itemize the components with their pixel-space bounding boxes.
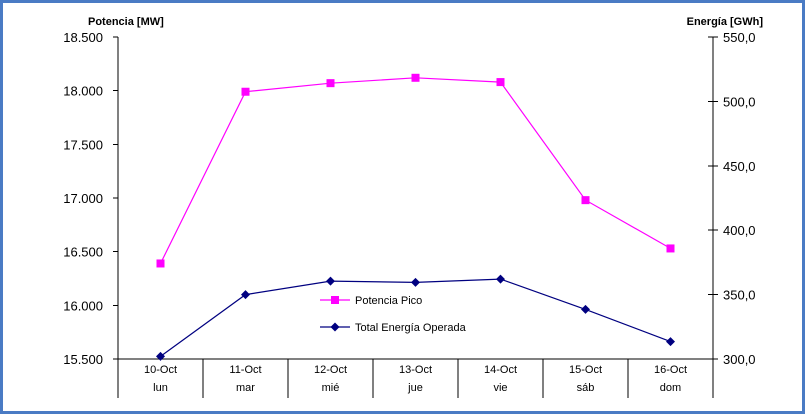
right-axis-title: Energía [GWh] (687, 16, 764, 28)
series-lines (159, 77, 671, 357)
category-date-label: 16-Oct (654, 364, 687, 376)
category-day-label: dom (660, 382, 681, 394)
legend-swatch-marker (331, 296, 339, 304)
legend-label: Total Energía Operada (355, 322, 467, 334)
category-day-label: mar (236, 382, 255, 394)
category-day-label: vie (493, 382, 507, 394)
category-day-label: sáb (577, 382, 595, 394)
data-point-diamond (496, 274, 505, 284)
data-point-square (241, 87, 250, 96)
right-axis-tick-label: 300,0 (723, 352, 756, 367)
category-date-label: 15-Oct (569, 364, 602, 376)
left-axis-tick-label: 17.000 (63, 191, 103, 206)
left-axis-tick-label: 16.000 (63, 298, 103, 313)
category-day-label: lun (153, 382, 168, 394)
series-markers (156, 73, 675, 361)
right-axis-tick-label: 550,0 (723, 30, 756, 45)
series-line (159, 77, 671, 264)
data-point-square (581, 196, 590, 205)
data-point-square (326, 79, 335, 88)
data-point-diamond (581, 304, 590, 314)
data-point-diamond (241, 290, 250, 300)
right-axis-tick-label: 450,0 (723, 159, 756, 174)
left-axis-tick-label: 16.500 (63, 245, 103, 260)
axes: 15.500 16.000 16.500 17.000 17.500 18.000 18.5… (63, 30, 756, 398)
category-date-label: 14-Oct (484, 364, 517, 376)
category-date-label: 10-Oct (144, 364, 177, 376)
data-point-square (411, 73, 420, 82)
category-day-label: jue (407, 382, 423, 394)
data-point-diamond (156, 351, 165, 361)
data-point-diamond (326, 276, 335, 286)
left-axis-tick-label: 17.500 (63, 137, 103, 152)
right-axis-tick-label: 350,0 (723, 288, 756, 303)
category-date-label: 13-Oct (399, 364, 432, 376)
data-point-square (156, 259, 165, 268)
left-axis-tick-label: 18.000 (63, 84, 103, 99)
right-axis-tick-label: 400,0 (723, 223, 756, 238)
left-axis-tick-label: 18.500 (63, 30, 103, 45)
legend-label: Potencia Pico (355, 295, 422, 307)
legend: Potencia Pico Total Energía Operada (320, 295, 467, 334)
data-point-diamond (666, 337, 675, 347)
series-line (160, 278, 671, 357)
left-axis-tick-label: 15.500 (63, 352, 103, 367)
category-date-label: 11-Oct (229, 364, 261, 376)
category-day-label: mié (322, 382, 340, 394)
data-point-square (496, 78, 505, 87)
legend-swatch-marker (330, 322, 340, 332)
category-date-label: 12-Oct (314, 364, 347, 376)
data-point-square (666, 244, 675, 253)
data-point-diamond (411, 277, 420, 287)
right-axis-tick-label: 500,0 (723, 94, 756, 109)
left-axis-title: Potencia [MW] (88, 16, 164, 28)
